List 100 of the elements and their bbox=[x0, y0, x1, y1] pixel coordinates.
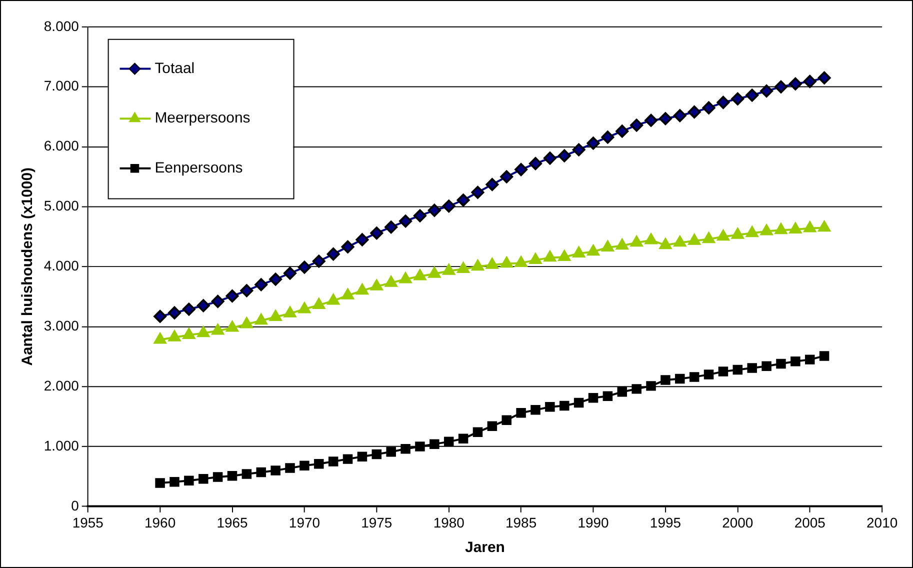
legend-label: Totaal bbox=[154, 60, 195, 77]
point bbox=[572, 143, 586, 156]
point bbox=[182, 302, 196, 316]
point bbox=[658, 112, 672, 126]
point bbox=[400, 444, 410, 454]
point bbox=[198, 474, 208, 484]
point bbox=[616, 238, 628, 250]
point bbox=[587, 244, 600, 256]
point bbox=[544, 250, 556, 262]
point bbox=[254, 278, 268, 292]
point bbox=[500, 256, 513, 268]
point bbox=[312, 298, 326, 310]
point bbox=[442, 264, 456, 275]
y-tick-label: 5.000 bbox=[44, 198, 80, 214]
point bbox=[155, 478, 165, 488]
point bbox=[762, 361, 772, 372]
point bbox=[616, 124, 629, 138]
point bbox=[270, 466, 280, 476]
point bbox=[529, 253, 542, 264]
point bbox=[675, 374, 685, 384]
point bbox=[196, 299, 210, 312]
point bbox=[674, 236, 686, 247]
point bbox=[545, 402, 555, 412]
x-tick-label: 1995 bbox=[650, 514, 682, 531]
point bbox=[414, 269, 426, 280]
point bbox=[226, 320, 238, 332]
point bbox=[702, 232, 715, 244]
point bbox=[731, 228, 744, 239]
point bbox=[168, 306, 181, 320]
point bbox=[660, 375, 670, 385]
y-axis-title: Aantal huishoudens (x1000) bbox=[19, 168, 36, 366]
legend-label: Eenpersoons bbox=[154, 160, 243, 177]
x-axis-title: Jaren bbox=[465, 539, 505, 556]
x-tick-label: 1970 bbox=[288, 514, 320, 531]
point bbox=[790, 356, 800, 366]
point bbox=[644, 233, 658, 244]
point bbox=[212, 324, 224, 335]
point bbox=[182, 328, 196, 339]
point bbox=[572, 246, 585, 258]
point bbox=[458, 434, 468, 444]
point bbox=[717, 230, 730, 241]
y-tick-label: 4.000 bbox=[44, 258, 80, 274]
point bbox=[269, 310, 282, 321]
point bbox=[559, 400, 570, 411]
point bbox=[530, 405, 540, 415]
point bbox=[804, 221, 816, 232]
point bbox=[502, 415, 512, 425]
x-tick-label: 1990 bbox=[578, 514, 610, 531]
point bbox=[242, 469, 252, 479]
point bbox=[487, 421, 498, 431]
point bbox=[399, 272, 412, 284]
x-tick-label: 1980 bbox=[433, 514, 465, 531]
point bbox=[586, 136, 600, 150]
point bbox=[357, 452, 368, 462]
x-tick-label: 1985 bbox=[506, 514, 537, 531]
point bbox=[285, 463, 295, 473]
point bbox=[472, 260, 484, 271]
point bbox=[254, 314, 268, 325]
point bbox=[197, 326, 210, 338]
point bbox=[774, 223, 788, 234]
point bbox=[804, 354, 815, 364]
point bbox=[399, 214, 412, 228]
point bbox=[300, 460, 310, 471]
point bbox=[457, 262, 470, 274]
point bbox=[543, 152, 556, 165]
point bbox=[818, 71, 831, 84]
point bbox=[689, 372, 700, 382]
point bbox=[774, 80, 788, 94]
point bbox=[617, 387, 628, 397]
x-tick-label: 1960 bbox=[144, 514, 176, 531]
point bbox=[170, 476, 180, 487]
y-tick-label: 3.000 bbox=[44, 317, 80, 334]
point bbox=[588, 393, 598, 403]
point bbox=[602, 240, 614, 252]
y-tick-label: 7.000 bbox=[44, 78, 80, 94]
point bbox=[630, 236, 643, 247]
point bbox=[558, 149, 571, 162]
point bbox=[298, 302, 311, 314]
point bbox=[444, 436, 454, 447]
point bbox=[428, 204, 441, 217]
point bbox=[558, 250, 571, 262]
point bbox=[326, 248, 340, 261]
point bbox=[818, 220, 830, 232]
point bbox=[370, 279, 383, 290]
point bbox=[632, 384, 642, 394]
point bbox=[226, 290, 239, 303]
point bbox=[788, 77, 802, 90]
point bbox=[760, 224, 773, 236]
point bbox=[486, 258, 498, 269]
x-tick-label: 1955 bbox=[72, 514, 104, 531]
point bbox=[688, 234, 701, 245]
point bbox=[716, 96, 730, 109]
point bbox=[370, 226, 384, 240]
point bbox=[471, 186, 484, 199]
point bbox=[328, 456, 338, 466]
point bbox=[702, 101, 716, 114]
point bbox=[514, 256, 528, 268]
point bbox=[342, 288, 354, 300]
point bbox=[646, 381, 656, 391]
point bbox=[386, 446, 396, 457]
